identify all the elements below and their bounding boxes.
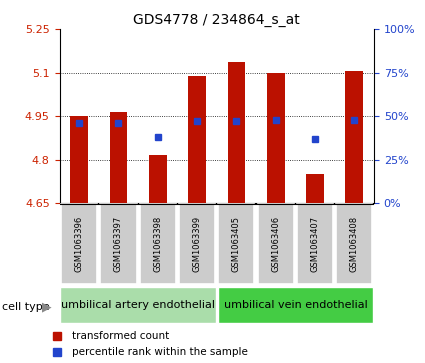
- Text: GSM1063405: GSM1063405: [232, 216, 241, 272]
- Bar: [179, 204, 215, 284]
- Bar: [140, 204, 176, 284]
- Text: GSM1063399: GSM1063399: [193, 216, 201, 272]
- Text: GSM1063408: GSM1063408: [350, 216, 359, 272]
- Title: GDS4778 / 234864_s_at: GDS4778 / 234864_s_at: [133, 13, 300, 26]
- Bar: [110, 112, 128, 203]
- Bar: [149, 155, 167, 203]
- Bar: [218, 204, 255, 284]
- Bar: [218, 286, 373, 323]
- Text: cell type: cell type: [2, 302, 50, 312]
- Text: umbilical artery endothelial: umbilical artery endothelial: [61, 300, 215, 310]
- Text: umbilical vein endothelial: umbilical vein endothelial: [224, 300, 367, 310]
- Bar: [70, 116, 88, 203]
- Bar: [306, 174, 324, 203]
- Bar: [188, 76, 206, 203]
- Text: GSM1063398: GSM1063398: [153, 216, 162, 272]
- Text: GSM1063406: GSM1063406: [271, 216, 280, 272]
- Bar: [267, 73, 285, 203]
- Text: GSM1063397: GSM1063397: [114, 216, 123, 272]
- Bar: [297, 204, 333, 284]
- Text: GSM1063396: GSM1063396: [75, 216, 84, 272]
- Bar: [61, 204, 97, 284]
- Bar: [336, 204, 372, 284]
- Bar: [227, 62, 245, 203]
- Bar: [346, 71, 363, 203]
- Bar: [60, 286, 216, 323]
- Text: transformed count: transformed count: [72, 331, 169, 340]
- Bar: [100, 204, 136, 284]
- Bar: [258, 204, 294, 284]
- Text: GSM1063407: GSM1063407: [311, 216, 320, 272]
- Text: percentile rank within the sample: percentile rank within the sample: [72, 347, 248, 357]
- Text: ▶: ▶: [42, 300, 51, 313]
